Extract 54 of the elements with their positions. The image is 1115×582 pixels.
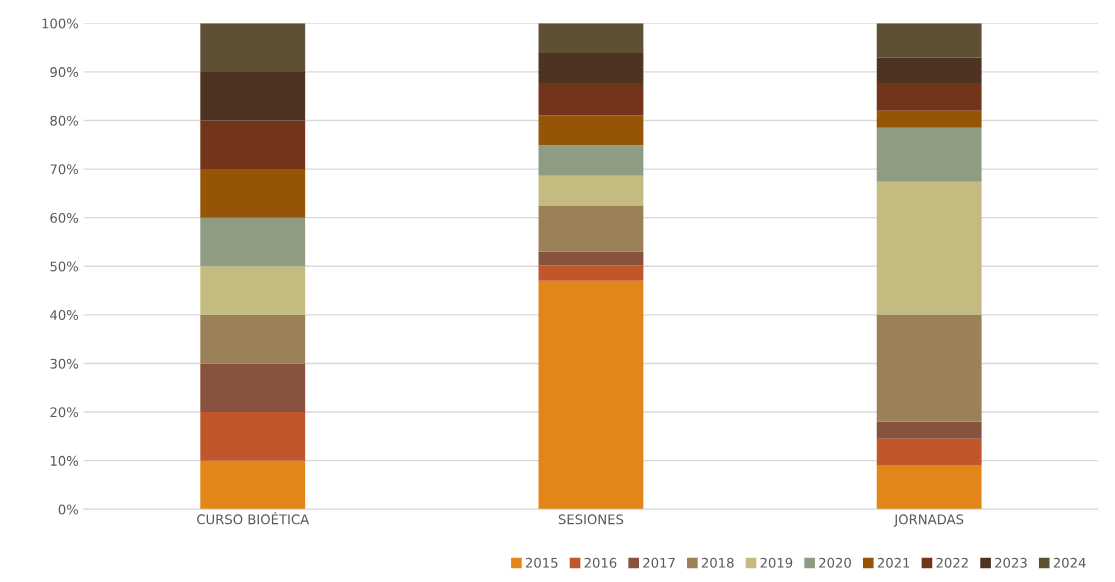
bar <box>200 412 306 461</box>
legend-label: 2022 <box>936 557 968 568</box>
bar <box>876 181 982 315</box>
legend-label: 2023 <box>995 557 1027 568</box>
bar <box>538 265 644 281</box>
legend-label: 2017 <box>643 557 675 568</box>
bar <box>538 23 644 53</box>
y-tick-label: 60% <box>50 212 79 223</box>
x-tick-label: CURSO BIOÉTICA <box>197 511 310 525</box>
x-tick-label: JORNADAS <box>893 514 964 527</box>
bar <box>538 175 644 206</box>
y-tick-label: 30% <box>50 358 79 369</box>
legend-label: 2015 <box>525 557 558 568</box>
bar <box>876 438 982 466</box>
bar <box>538 52 644 84</box>
legend-label: 2021 <box>877 557 910 568</box>
bar <box>200 363 306 413</box>
bar <box>538 206 644 252</box>
bar <box>200 217 306 267</box>
bar <box>200 169 306 218</box>
y-tick-label: 100% <box>42 18 79 29</box>
bar <box>876 127 982 182</box>
x-tick-label: SESIONES <box>558 514 624 525</box>
bar <box>876 83 982 111</box>
bar <box>200 23 306 72</box>
bar <box>200 266 306 315</box>
y-tick-label: 20% <box>50 407 79 418</box>
bar <box>200 460 306 510</box>
bar <box>876 465 982 510</box>
y-tick-label: 50% <box>50 261 79 272</box>
bar <box>538 115 644 146</box>
y-tick-label: 80% <box>50 115 79 126</box>
bar <box>876 57 982 84</box>
legend-label: 2016 <box>584 557 617 568</box>
bar <box>876 110 982 128</box>
bar <box>876 314 982 422</box>
legend-label: 2018 <box>701 557 734 568</box>
bar <box>200 314 306 364</box>
bar <box>538 145 644 176</box>
bar <box>200 120 306 170</box>
bar <box>200 71 306 121</box>
bar <box>538 280 644 510</box>
y-tick-label: 90% <box>50 67 79 78</box>
bar <box>876 23 982 58</box>
y-tick-label: 70% <box>50 164 79 175</box>
y-tick-label: 40% <box>50 310 79 321</box>
bar <box>538 83 644 116</box>
legend-label: 2019 <box>760 557 793 568</box>
legend-label: 2020 <box>819 557 851 568</box>
bar <box>538 251 644 266</box>
legend-label: 2024 <box>1053 557 1086 568</box>
y-tick-label: 0% <box>58 504 79 515</box>
bar <box>876 421 982 439</box>
y-tick-label: 10% <box>50 455 79 466</box>
